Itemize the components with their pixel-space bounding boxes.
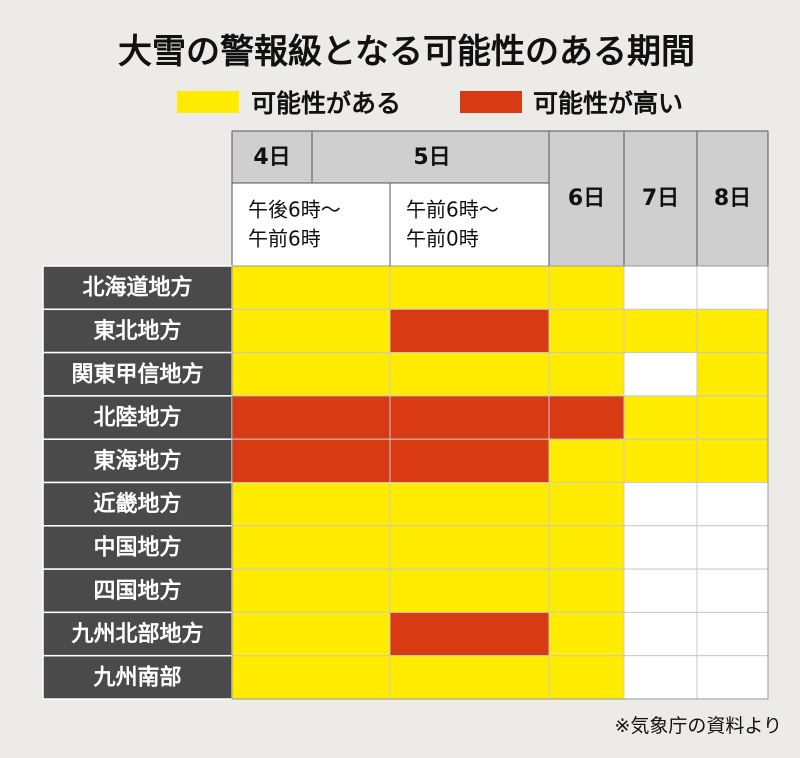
data-cell bbox=[231, 438, 391, 484]
data-cell bbox=[231, 611, 391, 657]
region-label-cell bbox=[42, 611, 233, 657]
region-label: 東海地方 bbox=[93, 448, 181, 474]
data-cell bbox=[389, 352, 550, 397]
period-label-line1: 午後6時〜 bbox=[248, 198, 341, 222]
data-cell bbox=[548, 611, 625, 657]
source-note: ※気象庁の資料より bbox=[614, 715, 782, 737]
data-cell bbox=[389, 308, 550, 354]
grid-border bbox=[231, 265, 769, 700]
data-cell bbox=[231, 395, 391, 440]
region-label: 近畿地方 bbox=[93, 491, 181, 517]
data-cell bbox=[389, 395, 550, 440]
region-label-cell bbox=[42, 438, 233, 484]
data-cell bbox=[548, 525, 625, 570]
data-cell bbox=[623, 482, 698, 527]
data-cell bbox=[389, 265, 550, 310]
legend-label-possible: 可能性がある bbox=[251, 89, 402, 118]
data-cell bbox=[548, 655, 625, 700]
data-cell bbox=[696, 438, 769, 484]
region-label-cell bbox=[42, 525, 233, 570]
period-label-line1: 午前6時〜 bbox=[406, 198, 499, 222]
day-header-6: 6日 bbox=[568, 186, 605, 211]
data-cell bbox=[231, 352, 391, 397]
data-cell bbox=[548, 395, 625, 440]
region-label: 北陸地方 bbox=[93, 405, 181, 431]
data-cell bbox=[548, 265, 625, 310]
day-header-7: 7日 bbox=[642, 186, 679, 211]
region-label: 北海道地方 bbox=[82, 275, 192, 301]
data-cell bbox=[696, 568, 769, 613]
day-header-8: 8日 bbox=[714, 186, 751, 211]
legend-swatch-possible bbox=[177, 91, 239, 113]
data-cell bbox=[623, 265, 698, 310]
data-cell bbox=[696, 655, 769, 700]
region-label-cell bbox=[42, 351, 233, 397]
period-label-line2: 午前6時 bbox=[248, 227, 321, 251]
data-cell bbox=[696, 611, 769, 657]
data-cell bbox=[389, 525, 550, 570]
region-label-cell bbox=[42, 265, 233, 311]
legend-swatch-high bbox=[460, 91, 522, 113]
data-cell bbox=[231, 525, 391, 570]
data-cell bbox=[389, 655, 550, 700]
period-label-line2: 午前0時 bbox=[406, 227, 479, 251]
region-label-cell bbox=[42, 654, 233, 700]
data-cell bbox=[231, 482, 391, 527]
data-cell bbox=[623, 568, 698, 613]
data-cell bbox=[696, 308, 769, 354]
data-cell bbox=[231, 568, 391, 613]
data-cell bbox=[696, 482, 769, 527]
data-cell bbox=[623, 655, 698, 700]
region-label: 東北地方 bbox=[93, 318, 181, 344]
data-cell bbox=[548, 568, 625, 613]
region-label: 九州北部地方 bbox=[70, 621, 203, 647]
data-cell bbox=[389, 568, 550, 613]
data-cell bbox=[548, 482, 625, 527]
data-cell bbox=[389, 482, 550, 527]
data-cell bbox=[696, 352, 769, 397]
region-label: 九州南部 bbox=[92, 664, 181, 690]
data-cell bbox=[623, 308, 698, 354]
data-cell bbox=[696, 525, 769, 570]
data-cell bbox=[623, 611, 698, 657]
data-cell bbox=[389, 611, 550, 657]
chart-title: 大雪の警報級となる可能性のある期間 bbox=[118, 32, 695, 72]
day-header-5: 5日 bbox=[413, 145, 450, 170]
header-later-days-band bbox=[549, 131, 768, 266]
data-cell bbox=[623, 438, 698, 484]
data-cell bbox=[696, 265, 769, 310]
header-day-band bbox=[232, 131, 549, 183]
data-cell bbox=[696, 395, 769, 440]
data-cell bbox=[548, 438, 625, 484]
region-label: 四国地方 bbox=[93, 578, 181, 604]
data-cell bbox=[231, 265, 391, 310]
data-cell bbox=[231, 655, 391, 700]
legend-label-high: 可能性が高い bbox=[533, 89, 684, 118]
data-cell bbox=[548, 308, 625, 354]
data-cell bbox=[231, 308, 391, 354]
day-header-4: 4日 bbox=[253, 145, 290, 170]
region-label: 中国地方 bbox=[93, 534, 181, 560]
data-cell bbox=[623, 525, 698, 570]
data-cell bbox=[623, 352, 698, 397]
data-cell bbox=[389, 438, 550, 484]
data-cell bbox=[623, 395, 698, 440]
data-cell bbox=[548, 352, 625, 397]
region-label: 関東甲信地方 bbox=[71, 361, 203, 387]
